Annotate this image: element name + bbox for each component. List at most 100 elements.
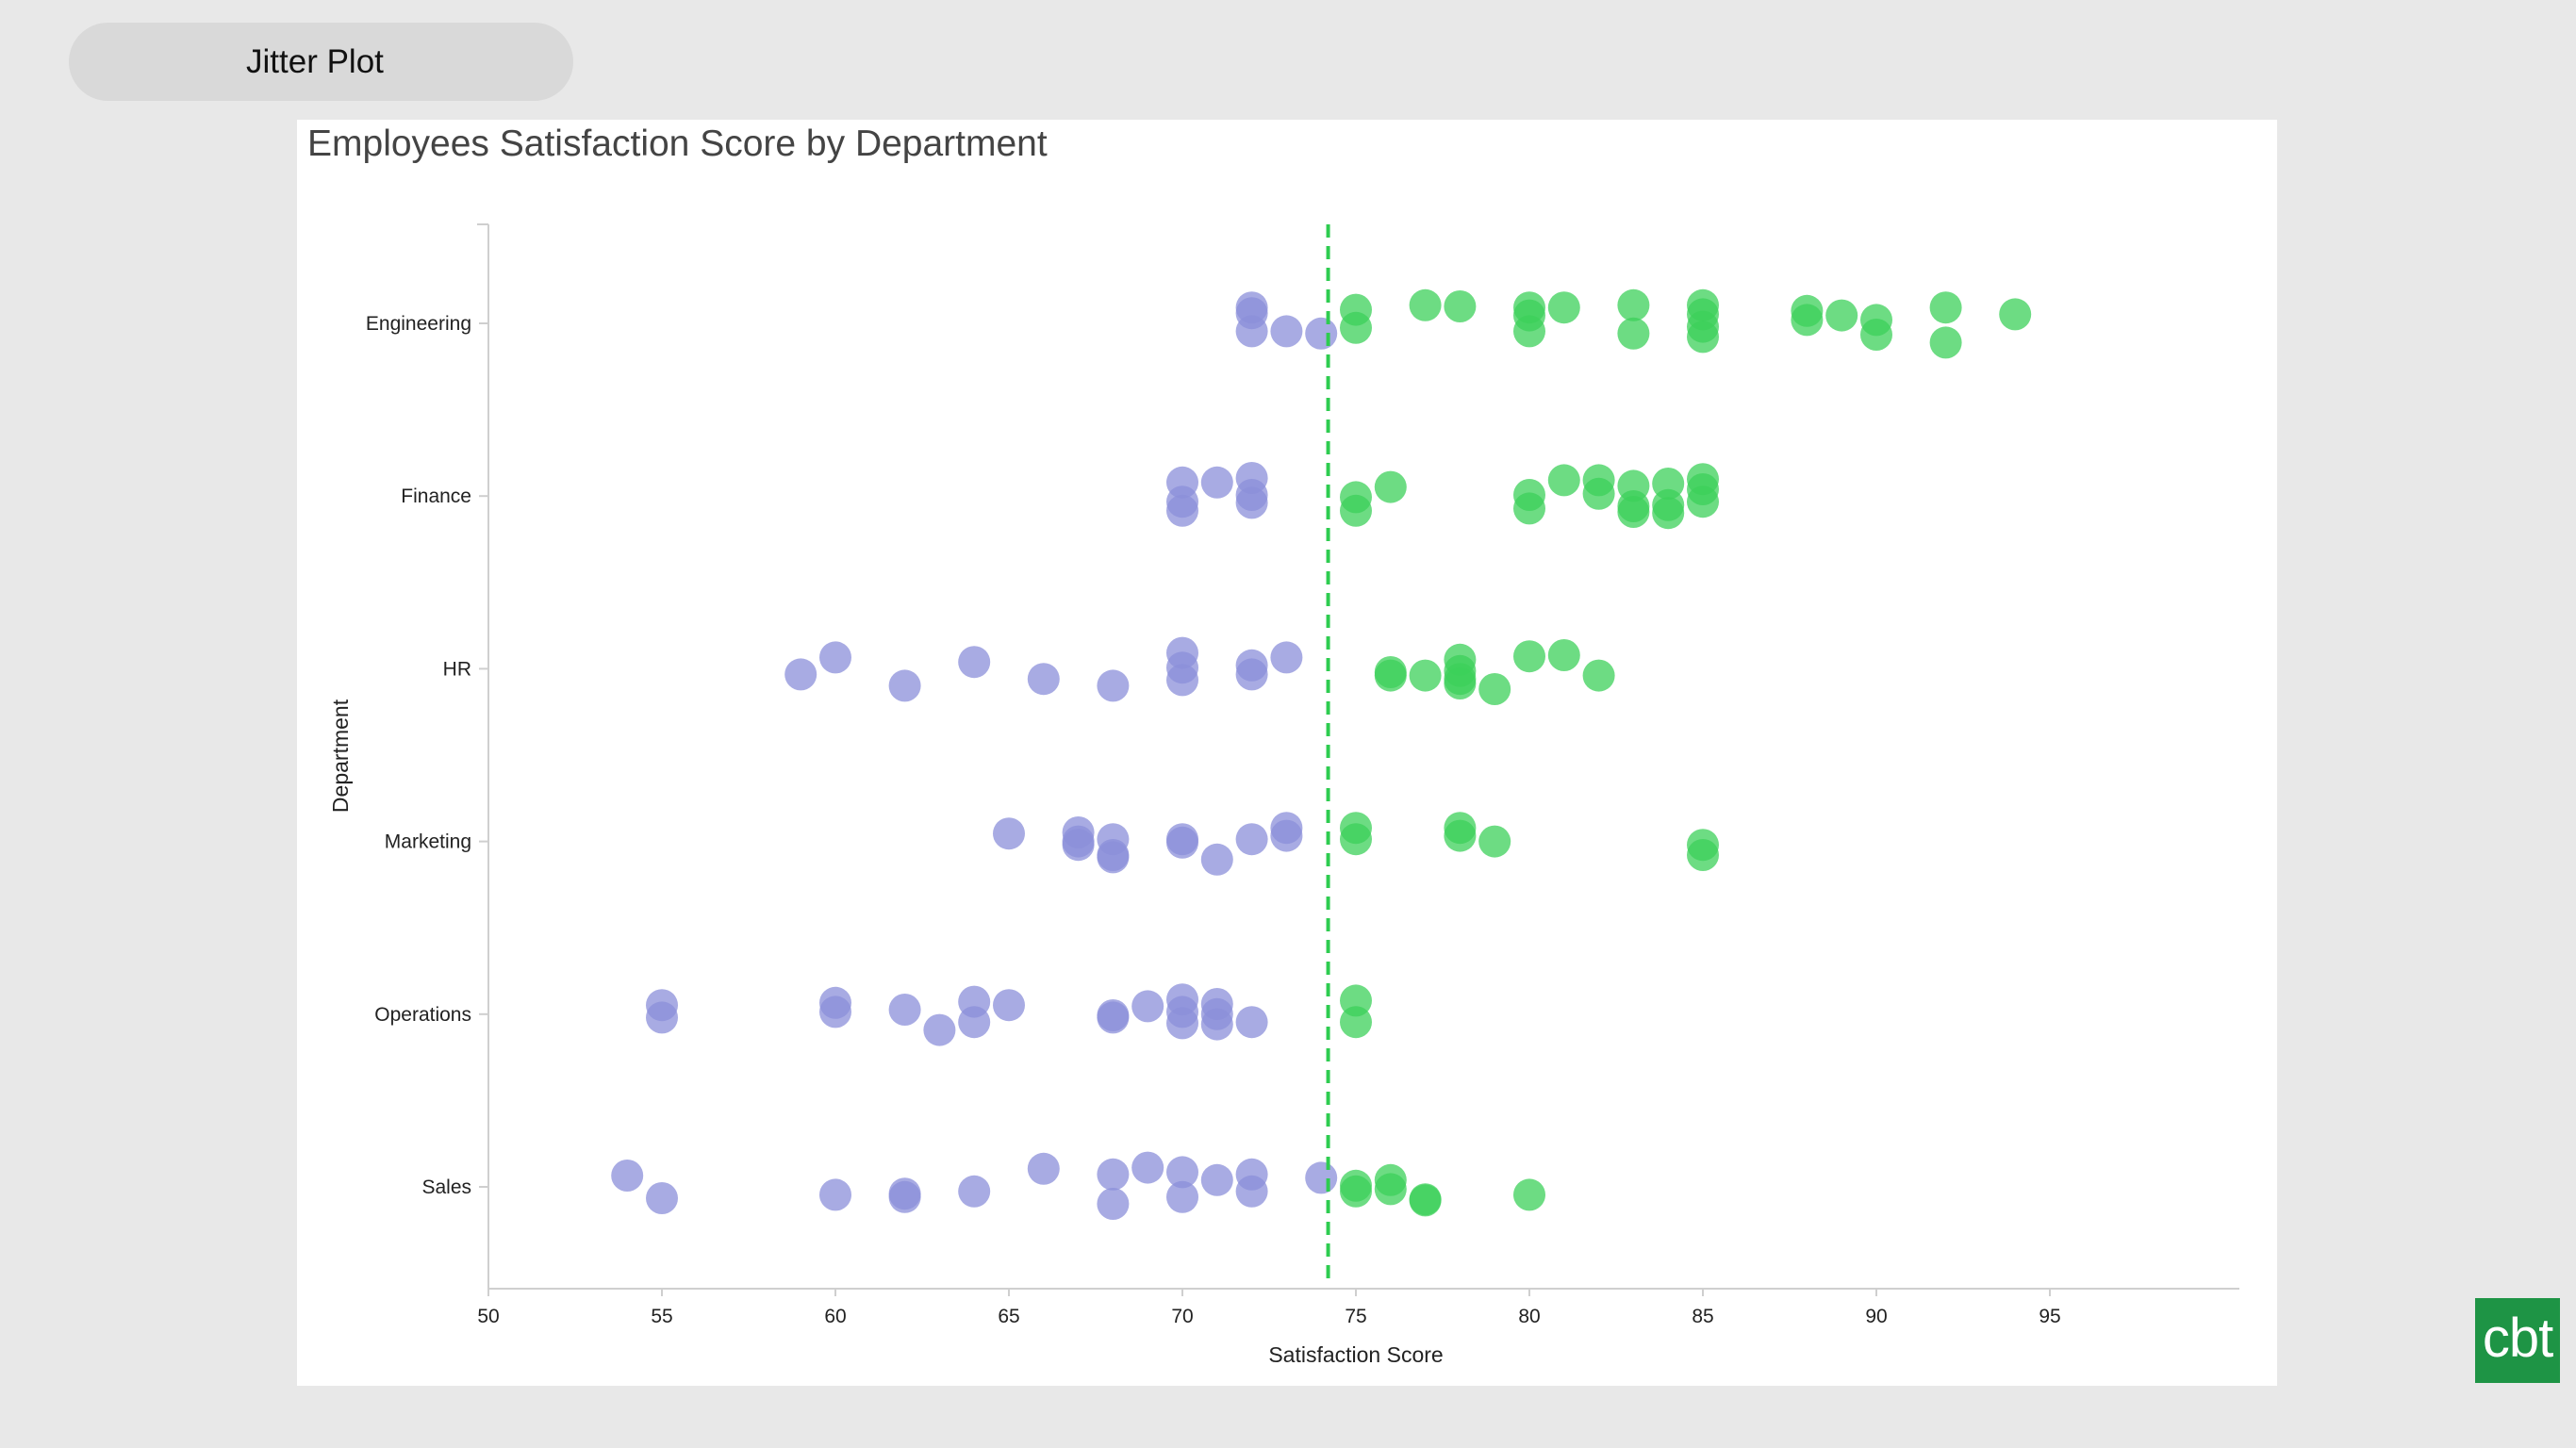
data-point-finance xyxy=(1582,477,1615,510)
data-point-finance xyxy=(1166,494,1198,527)
data-point-engineering xyxy=(1999,298,2032,331)
data-point-finance xyxy=(1200,466,1233,499)
data-point-operations xyxy=(819,996,851,1028)
data-point-operations xyxy=(958,1006,991,1039)
data-point-marketing xyxy=(1270,819,1303,852)
data-point-hr xyxy=(1027,663,1060,696)
data-point-hr xyxy=(1582,659,1615,692)
data-point-operations xyxy=(1166,1007,1198,1040)
data-point-sales xyxy=(1166,1156,1198,1189)
data-point-finance xyxy=(1617,496,1650,528)
x-tick-label: 90 xyxy=(1865,1306,1887,1327)
data-point-engineering xyxy=(1235,315,1268,348)
x-tick-label: 75 xyxy=(1345,1306,1366,1327)
data-point-engineering xyxy=(1270,315,1303,348)
data-point-finance xyxy=(1340,494,1372,527)
tab-label: Jitter Plot xyxy=(246,43,384,80)
data-point-operations xyxy=(1131,990,1164,1023)
data-point-engineering xyxy=(1617,288,1650,321)
data-point-finance xyxy=(1235,486,1268,519)
data-point-sales xyxy=(1374,1173,1407,1206)
data-point-engineering xyxy=(1929,291,1962,324)
data-point-operations xyxy=(923,1013,956,1046)
data-point-operations xyxy=(1200,1008,1233,1041)
data-point-engineering xyxy=(1860,319,1892,351)
data-point-hr xyxy=(1374,659,1407,692)
x-tick-label: 55 xyxy=(651,1306,672,1327)
data-point-finance xyxy=(1687,485,1719,518)
data-point-sales xyxy=(958,1175,991,1208)
data-point-sales xyxy=(1235,1175,1268,1208)
x-tick-label: 60 xyxy=(824,1306,846,1327)
data-point-sales xyxy=(819,1178,851,1211)
x-tick-label: 80 xyxy=(1518,1306,1540,1327)
data-point-engineering xyxy=(1547,291,1580,324)
data-point-sales xyxy=(1131,1151,1164,1184)
data-point-hr xyxy=(784,658,817,691)
x-tick-label: 65 xyxy=(998,1306,1019,1327)
x-tick-label: 50 xyxy=(477,1306,499,1327)
data-point-finance xyxy=(1374,470,1407,503)
y-tick-label-finance: Finance xyxy=(401,485,471,507)
jitter-plot-svg: 50 55 60 65 70 75 80 85 90 95 Engineering Finance HR… xyxy=(328,223,2239,1367)
data-point-engineering xyxy=(1340,311,1372,344)
data-point-marketing xyxy=(1687,839,1719,871)
y-tick-label-operations: Operations xyxy=(374,1004,471,1026)
data-point-marketing xyxy=(1097,841,1130,874)
data-point-operations xyxy=(993,989,1025,1022)
data-point-sales xyxy=(1097,1188,1130,1220)
data-points xyxy=(611,288,2032,1220)
data-point-operations xyxy=(646,1001,678,1034)
data-point-finance xyxy=(1547,464,1580,497)
data-point-sales xyxy=(646,1182,678,1214)
data-point-sales xyxy=(1409,1184,1442,1217)
data-point-hr xyxy=(1409,659,1442,692)
data-point-marketing xyxy=(1444,819,1477,852)
data-point-sales xyxy=(888,1180,921,1213)
data-point-engineering xyxy=(1791,304,1824,337)
tab-jitter-plot[interactable]: Jitter Plot xyxy=(69,23,573,101)
data-point-engineering xyxy=(1825,299,1858,332)
data-point-hr xyxy=(1444,667,1477,699)
x-tick-label: 85 xyxy=(1692,1306,1713,1327)
data-point-engineering xyxy=(1305,317,1338,350)
y-tick-label-hr: HR xyxy=(443,658,471,680)
data-point-engineering xyxy=(1687,321,1719,354)
data-point-hr xyxy=(1547,639,1580,671)
data-point-engineering xyxy=(1444,290,1477,322)
data-point-hr xyxy=(888,669,921,702)
data-point-marketing xyxy=(1062,829,1095,862)
axes: 50 55 60 65 70 75 80 85 90 95 Engineering Finance HR… xyxy=(328,223,2239,1367)
data-point-hr xyxy=(1270,641,1303,674)
data-point-operations xyxy=(888,994,921,1026)
data-point-sales xyxy=(1200,1163,1233,1196)
data-point-sales xyxy=(1513,1178,1545,1211)
data-point-hr xyxy=(1513,640,1545,673)
data-point-sales xyxy=(611,1160,644,1192)
data-point-hr xyxy=(958,646,991,679)
y-tick-label-engineering: Engineering xyxy=(366,313,471,335)
data-point-operations xyxy=(1097,1001,1130,1034)
data-point-marketing xyxy=(1340,823,1372,856)
cbt-logo: cbt xyxy=(2475,1298,2560,1383)
y-axis-title: Department xyxy=(328,699,353,813)
chart-title: Employees Satisfaction Score by Departme… xyxy=(307,123,1048,164)
data-point-sales xyxy=(1097,1158,1130,1191)
data-point-marketing xyxy=(1478,825,1511,858)
data-point-finance xyxy=(1652,497,1685,530)
data-point-sales xyxy=(1340,1175,1372,1208)
data-point-marketing xyxy=(1166,826,1198,859)
data-point-hr xyxy=(819,641,851,674)
data-point-operations xyxy=(1340,1006,1372,1039)
data-point-finance xyxy=(1513,492,1545,525)
data-point-hr xyxy=(1478,673,1511,705)
y-tick-label-sales: Sales xyxy=(421,1176,471,1198)
data-point-sales xyxy=(1305,1161,1338,1194)
data-point-operations xyxy=(1235,1006,1268,1039)
data-point-marketing xyxy=(993,817,1025,850)
data-point-marketing xyxy=(1200,843,1233,876)
x-tick-label: 95 xyxy=(2039,1306,2060,1327)
x-tick-label: 70 xyxy=(1171,1306,1193,1327)
data-point-engineering xyxy=(1617,317,1650,350)
data-point-marketing xyxy=(1235,823,1268,856)
